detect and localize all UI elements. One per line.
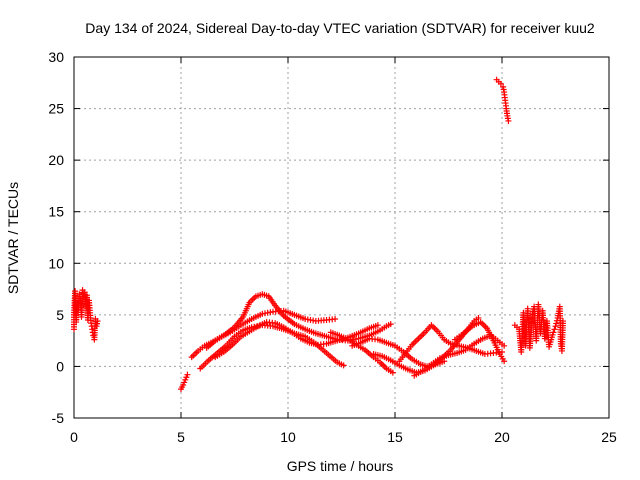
data-point-late-cluster <box>550 329 557 336</box>
data-point-arc-j <box>501 358 508 365</box>
data-point-late-cluster <box>552 323 559 330</box>
data-point-arc-i <box>501 342 508 349</box>
x-tick-label: 20 <box>494 429 510 445</box>
data-point-late-cluster <box>553 320 560 327</box>
y-tick-label: 10 <box>48 255 64 271</box>
data-point-late-high <box>497 80 504 87</box>
y-tick-label: 25 <box>48 101 64 117</box>
data-point-pre-dawn <box>184 371 191 378</box>
y-tick-label: 15 <box>48 204 64 220</box>
x-tick-label: 15 <box>387 429 403 445</box>
x-tick-label: 0 <box>70 429 78 445</box>
y-tick-label: -5 <box>52 410 65 426</box>
data-point-arc-g <box>475 314 482 321</box>
data-point-late-cluster <box>551 326 558 333</box>
data-point-early-cluster <box>94 318 101 325</box>
x-axis-label: GPS time / hours <box>287 458 394 474</box>
x-tick-label: 5 <box>177 429 185 445</box>
data-point-arc-a <box>332 315 339 322</box>
x-tick-labels: 0 5 10 15 20 25 <box>70 429 617 445</box>
data-points <box>71 76 566 393</box>
x-tick-label: 25 <box>601 429 617 445</box>
y-tick-label: 0 <box>56 358 64 374</box>
data-point-arc-e <box>389 369 396 376</box>
data-point-late-cluster <box>559 318 566 325</box>
plot-frame <box>73 56 610 419</box>
data-point-arc-c <box>387 321 394 328</box>
grid-lines <box>74 57 609 418</box>
y-tick-label: 20 <box>48 152 64 168</box>
axis-ticks <box>73 56 610 419</box>
x-tick-label: 10 <box>280 429 296 445</box>
y-tick-labels: -5 0 5 10 15 20 25 30 <box>48 49 64 426</box>
y-tick-label: 30 <box>48 49 64 65</box>
y-axis-label: SDTVAR / TECUs <box>5 182 21 294</box>
y-tick-label: 5 <box>56 307 64 323</box>
chart-title: Day 134 of 2024, Sidereal Day-to-day VTE… <box>85 20 595 36</box>
data-point-arc-d <box>374 322 381 329</box>
data-point-late-high <box>505 117 512 124</box>
data-point-arc-b <box>340 362 347 369</box>
